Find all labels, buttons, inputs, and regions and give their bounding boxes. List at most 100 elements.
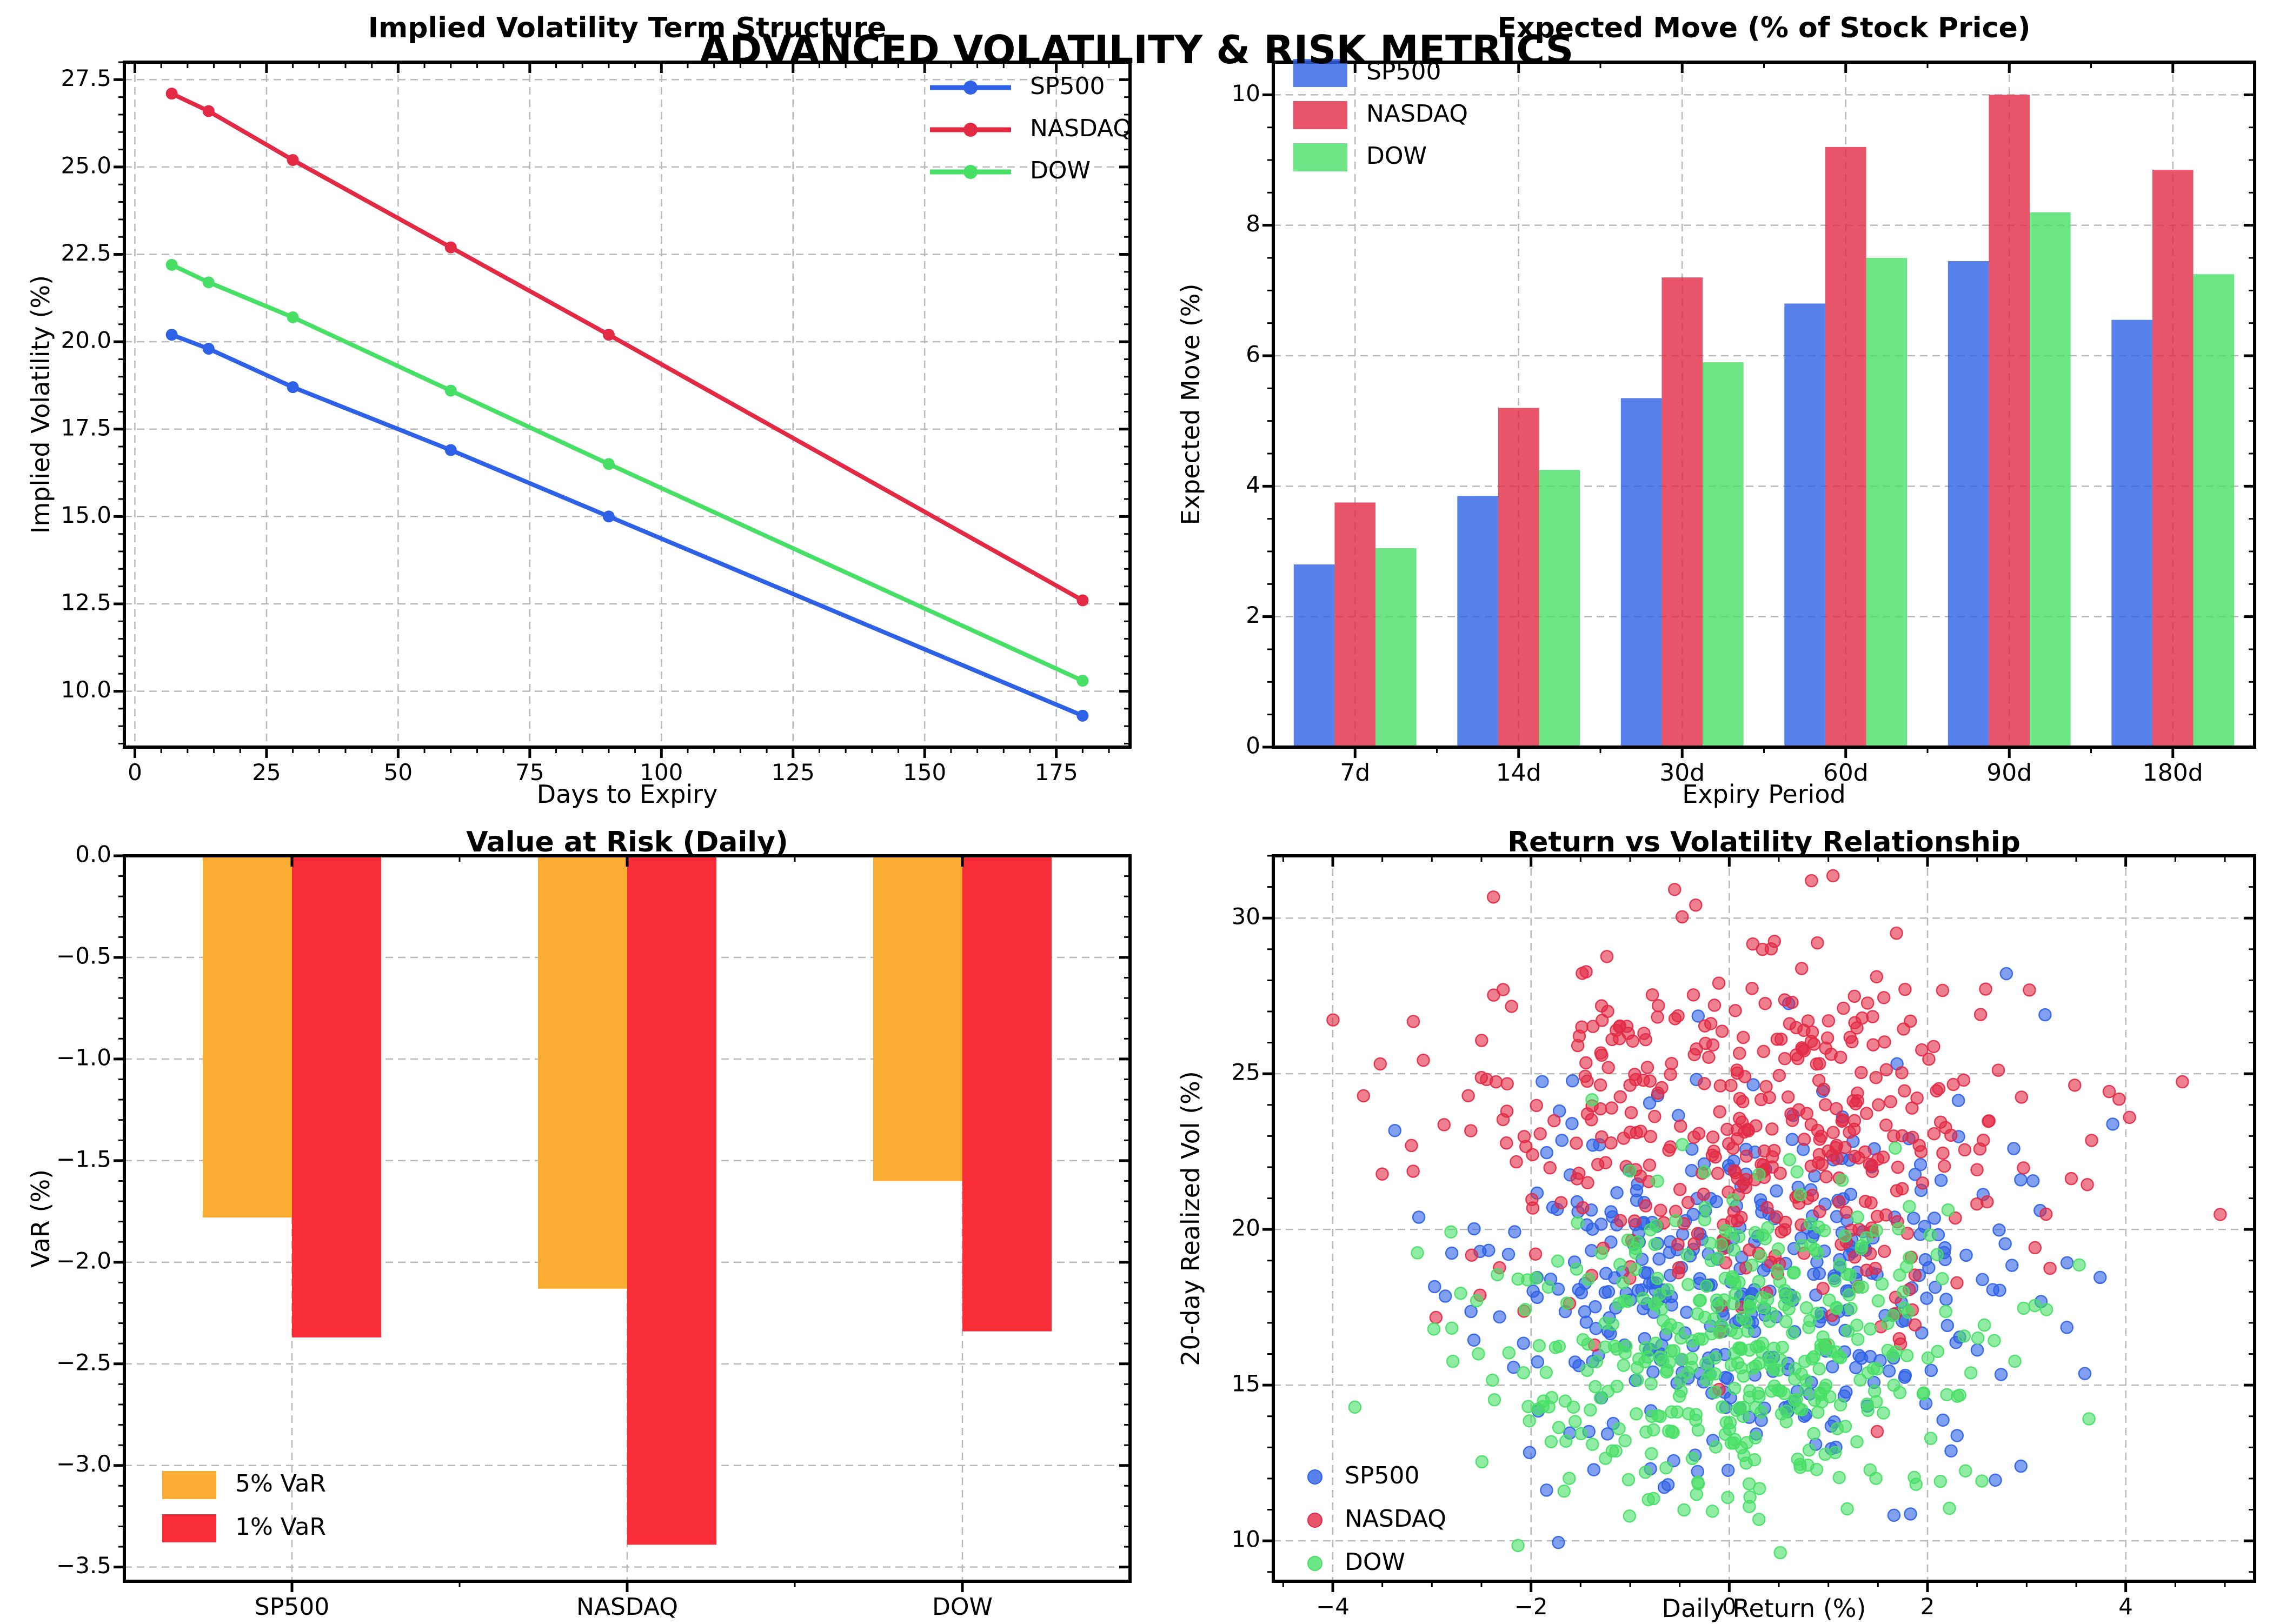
svg-text:125: 125 <box>772 759 815 786</box>
svg-text:20: 20 <box>1232 1215 1260 1241</box>
bars-1% VaR <box>292 856 1052 1545</box>
svg-text:0.0: 0.0 <box>75 841 111 868</box>
axis-tick-labels: 0 25 50 75 100 125 150 175 10.0 12.5 15.0 17.5 20.0 2… <box>61 65 1078 786</box>
expected-move-chart-canvas: 7d 14d 30d 60d 90d 180d 0 2 4 6 8 10 SP500 NASDAQ DOW <box>1232 58 2256 787</box>
legend-label: 1% VaR <box>235 1513 326 1541</box>
y-axis-label: VaR (%) <box>26 1169 55 1268</box>
svg-text:10: 10 <box>1232 1526 1260 1553</box>
legend: SP500 NASDAQ DOW <box>1307 1462 1446 1576</box>
svg-text:12.5: 12.5 <box>61 589 111 615</box>
svg-text:10: 10 <box>1232 80 1260 107</box>
axes-frame <box>1272 854 2256 1583</box>
svg-text:22.5: 22.5 <box>61 239 111 266</box>
svg-text:0: 0 <box>128 759 142 786</box>
svg-text:180d: 180d <box>2143 759 2203 787</box>
legend-label: DOW <box>1030 157 1091 184</box>
svg-text:2: 2 <box>1920 1593 1935 1620</box>
svg-text:SP500: SP500 <box>255 1593 329 1621</box>
legend-label: SP500 <box>1030 72 1105 100</box>
legend-label: NASDAQ <box>1345 1505 1446 1533</box>
chart-return-vs-volatility: −4 −2 0 2 4 10 15 20 25 30 SP500 NASDAQ DOW Return v… <box>1136 812 2273 1624</box>
legend-label: SP500 <box>1366 58 1441 85</box>
svg-text:−1.5: −1.5 <box>56 1146 111 1172</box>
svg-text:4: 4 <box>2118 1593 2133 1620</box>
svg-text:−4: −4 <box>1316 1593 1350 1620</box>
svg-text:−2.0: −2.0 <box>56 1247 111 1274</box>
axis-ticks <box>1262 62 2255 758</box>
bars-SP500 <box>1293 261 2152 747</box>
legend-label: SP500 <box>1345 1462 1419 1489</box>
legend-label: NASDAQ <box>1030 115 1132 142</box>
bars-DOW <box>1375 212 2235 748</box>
svg-text:−0.5: −0.5 <box>56 942 111 969</box>
chart-title: Expected Move (% of Stock Price) <box>1497 12 2031 44</box>
legend-label: DOW <box>1366 142 1427 170</box>
scatter-DOW <box>1348 1093 2096 1560</box>
legend-label: DOW <box>1345 1548 1405 1576</box>
axis-tick-labels: 7d 14d 30d 60d 90d 180d 0 2 4 6 8 10 <box>1232 80 2203 787</box>
x-axis-label: Daily Return (%) <box>1661 1594 1866 1623</box>
svg-text:25: 25 <box>252 759 281 786</box>
figure-suptitle: ADVANCED VOLATILITY & RISK METRICS <box>699 27 1574 72</box>
axis-ticks <box>114 854 1130 1592</box>
svg-text:100: 100 <box>640 759 683 786</box>
series-NASDAQ <box>165 88 1089 607</box>
axis-tick-labels: −4 −2 0 2 4 10 15 20 25 30 <box>1232 903 2133 1620</box>
chart-title: Implied Volatility Term Structure <box>368 12 887 44</box>
legend: SP500 NASDAQ DOW <box>930 72 1132 184</box>
axis-ticks <box>114 61 1130 758</box>
svg-text:−2: −2 <box>1514 1593 1548 1620</box>
svg-text:20.0: 20.0 <box>61 327 111 354</box>
chart-title: Value at Risk (Daily) <box>466 826 788 858</box>
svg-text:−1.0: −1.0 <box>56 1044 111 1070</box>
legend: 5% VaR 1% VaR <box>162 1470 326 1542</box>
series-SP500 <box>165 329 1089 722</box>
svg-text:0: 0 <box>1722 1593 1737 1620</box>
svg-text:2: 2 <box>1246 602 1260 628</box>
svg-text:25.0: 25.0 <box>61 152 111 178</box>
svg-text:6: 6 <box>1246 341 1260 368</box>
gridlines <box>124 62 1130 747</box>
svg-text:15: 15 <box>1232 1370 1260 1397</box>
svg-text:8: 8 <box>1246 210 1260 237</box>
svg-text:50: 50 <box>384 759 413 786</box>
svg-text:10.0: 10.0 <box>61 676 111 703</box>
svg-text:60d: 60d <box>1823 759 1869 787</box>
gridlines <box>1273 62 2255 747</box>
chart-value-at-risk: SP500 NASDAQ DOW 0.0 −0.5 −1.0 −1.5 −2.0 −2.5 −3.… <box>0 812 1136 1624</box>
svg-text:30: 30 <box>1232 903 1260 930</box>
svg-text:7d: 7d <box>1340 759 1370 787</box>
x-axis-label: Days to Expiry <box>536 780 718 809</box>
svg-text:−2.5: −2.5 <box>56 1349 111 1375</box>
svg-text:0: 0 <box>1246 733 1260 759</box>
svg-text:150: 150 <box>903 759 946 786</box>
bars-NASDAQ <box>1334 95 2194 748</box>
svg-text:−3.0: −3.0 <box>56 1450 111 1477</box>
svg-text:DOW: DOW <box>932 1593 993 1621</box>
svg-text:90d: 90d <box>1986 759 2032 787</box>
legend: SP500 NASDAQ DOW <box>1293 58 1468 171</box>
chart-title: Return vs Volatility Relationship <box>1507 826 2021 858</box>
chart-implied-volatility-term-structure: 0 25 50 75 100 125 150 175 10.0 12.5 15.0 17.5 20.0 2… <box>0 0 1136 812</box>
axis-tick-labels: SP500 NASDAQ DOW 0.0 −0.5 −1.0 −1.5 −2.0 −2.5 −3.… <box>56 841 993 1621</box>
implied-volatility-chart-canvas: 0 25 50 75 100 125 150 175 10.0 12.5 15.0 17.5 20.0 2… <box>61 61 1132 786</box>
svg-text:14d: 14d <box>1496 759 1541 787</box>
svg-text:175: 175 <box>1035 759 1078 786</box>
bars-5% VaR <box>203 856 962 1289</box>
axes-frame <box>123 61 1132 749</box>
svg-text:15.0: 15.0 <box>61 502 111 528</box>
return-vs-volatility-chart-canvas: −4 −2 0 2 4 10 15 20 25 30 SP500 NASDAQ DOW <box>1232 854 2256 1620</box>
value-at-risk-chart-canvas: SP500 NASDAQ DOW 0.0 −0.5 −1.0 −1.5 −2.0 −2.5 −3.… <box>56 841 1132 1621</box>
y-axis-label: Implied Volatility (%) <box>26 275 55 534</box>
svg-text:25: 25 <box>1232 1059 1260 1086</box>
svg-text:30d: 30d <box>1659 759 1705 787</box>
legend-label: NASDAQ <box>1366 100 1468 128</box>
svg-text:4: 4 <box>1246 471 1260 498</box>
axis-ticks <box>1262 855 2255 1592</box>
svg-text:27.5: 27.5 <box>61 65 111 91</box>
svg-text:NASDAQ: NASDAQ <box>576 1593 678 1621</box>
chart-expected-move: 7d 14d 30d 60d 90d 180d 0 2 4 6 8 10 SP500 NASDAQ DOW … <box>1136 0 2273 812</box>
series-DOW <box>165 258 1089 687</box>
svg-text:75: 75 <box>515 759 544 786</box>
